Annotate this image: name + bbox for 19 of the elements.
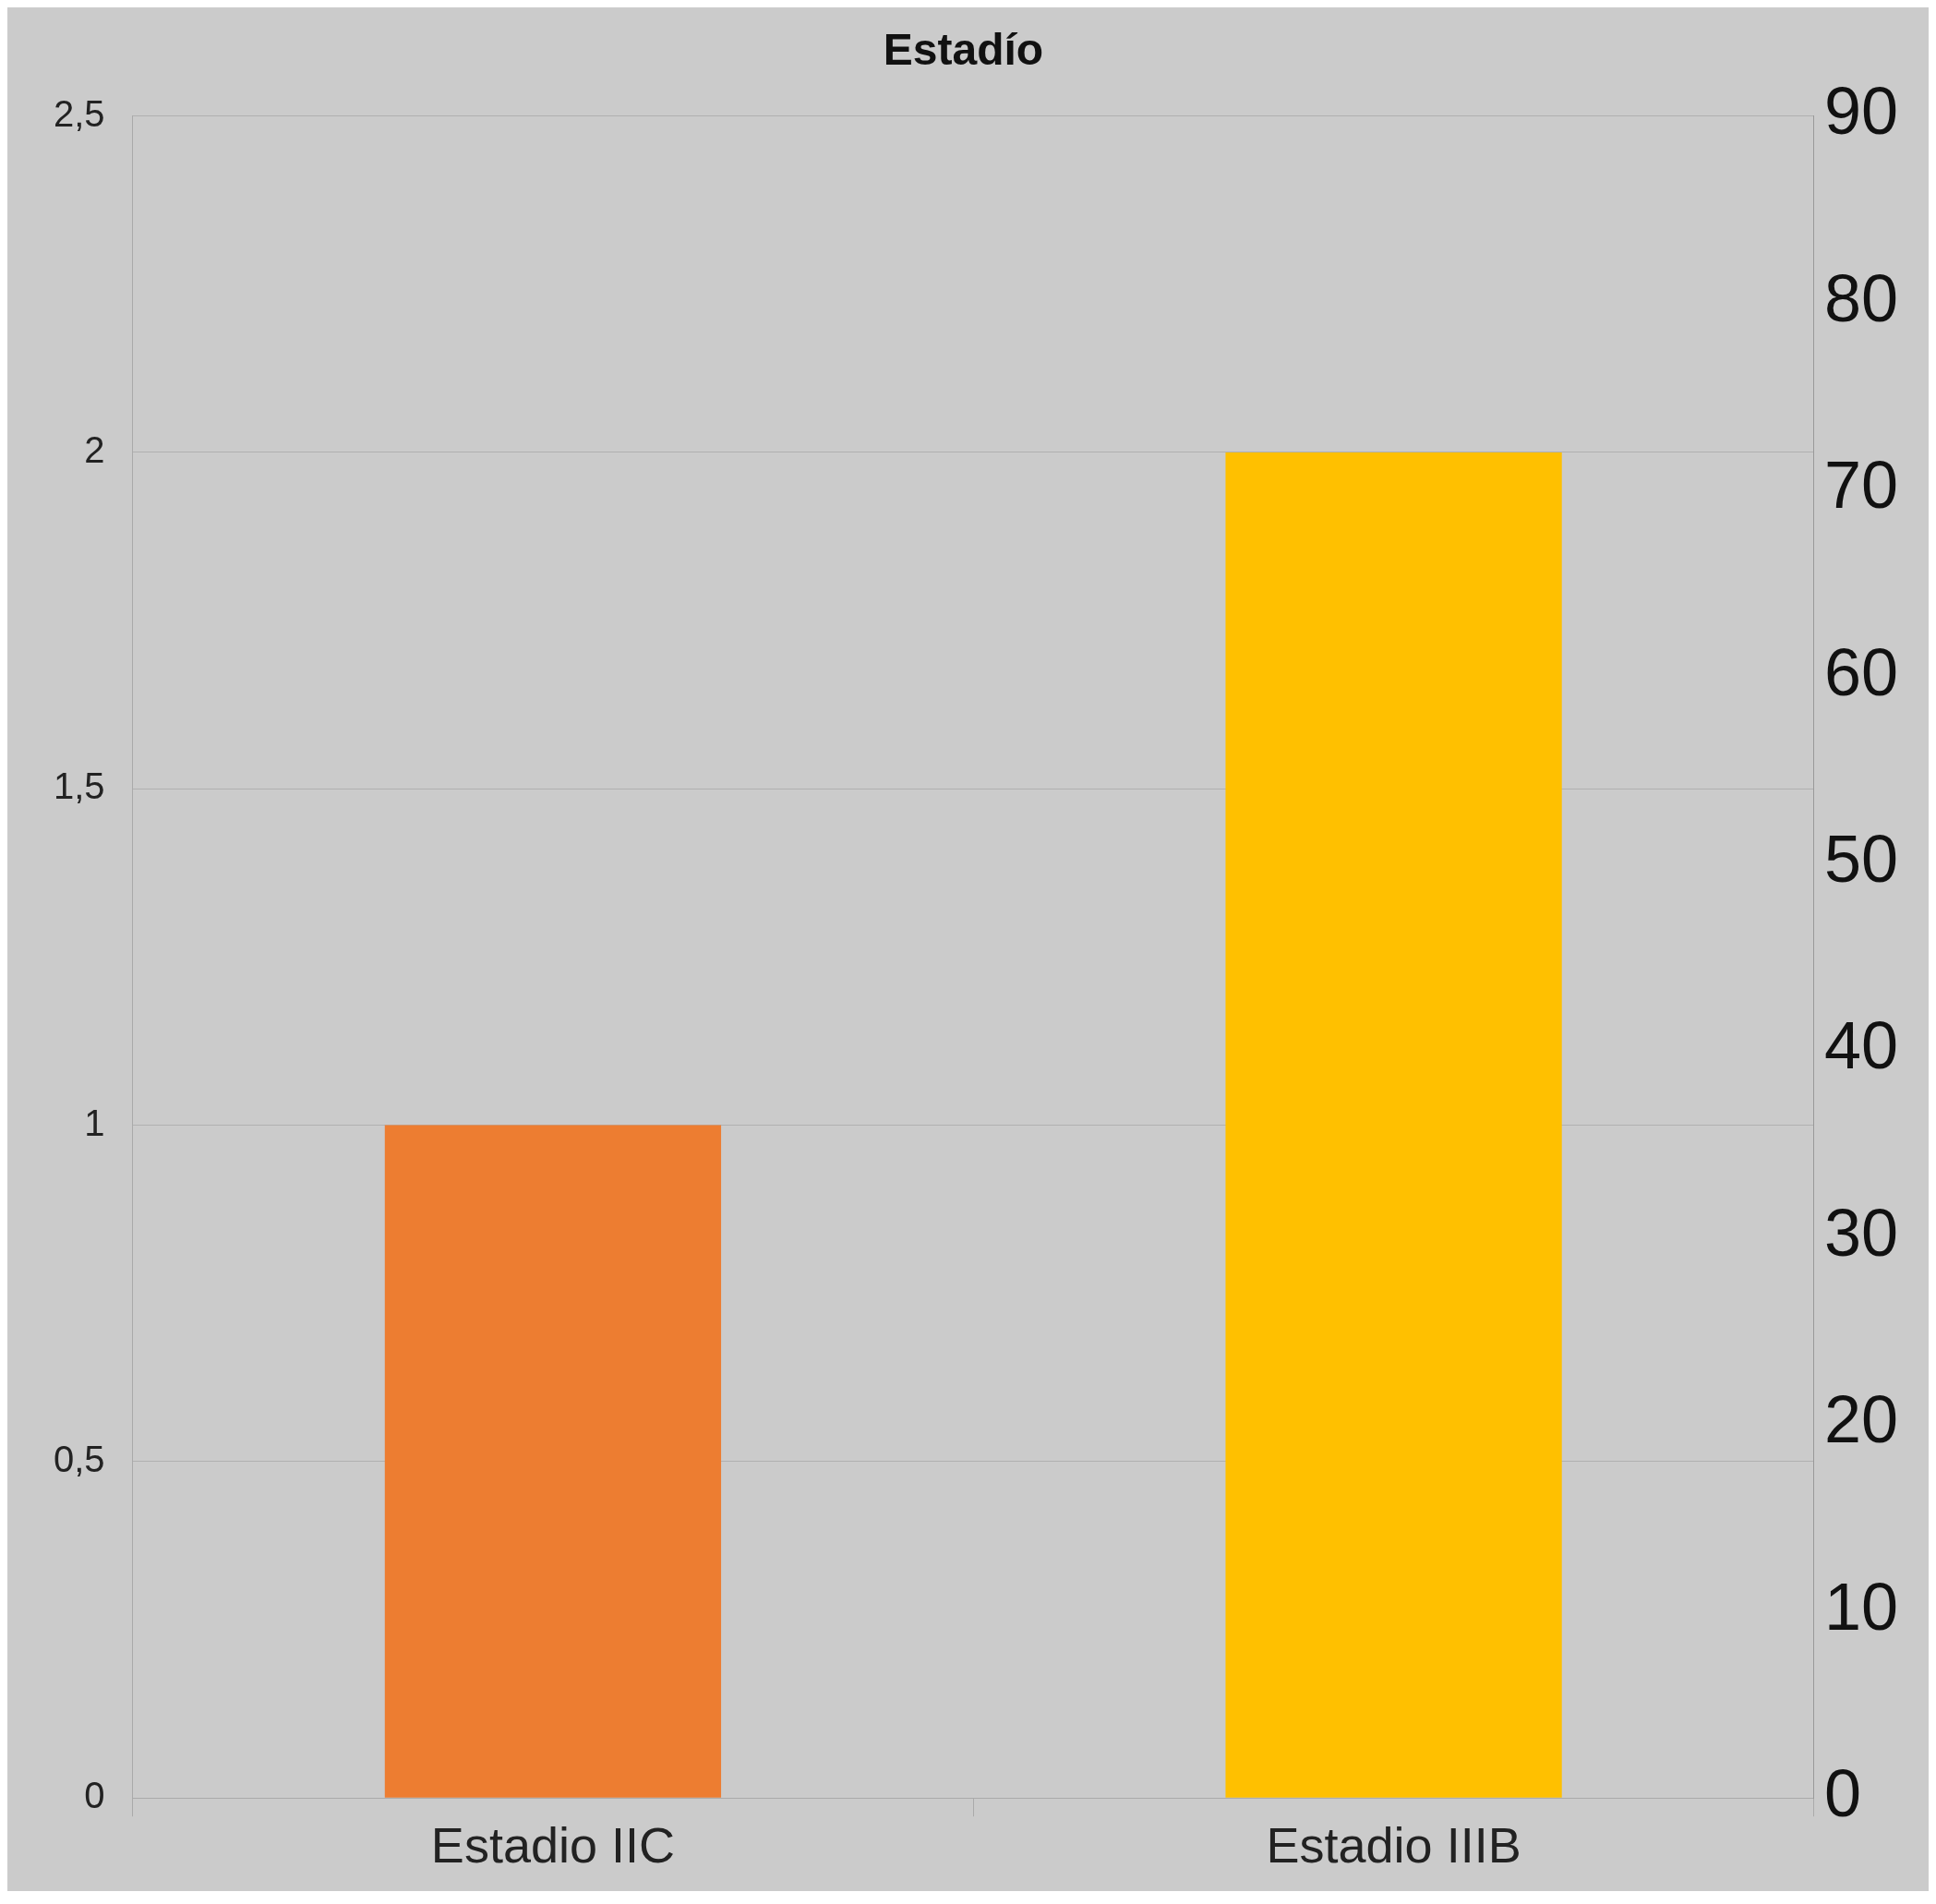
y2-tick-label: 30 bbox=[1823, 1195, 1899, 1270]
y2-tick-label: 80 bbox=[1823, 260, 1899, 335]
y2-tick-label: 20 bbox=[1823, 1382, 1899, 1457]
y-tick-label: 1 bbox=[84, 1102, 105, 1143]
chart-title: Estadío bbox=[883, 25, 1044, 75]
y-tick-label: 0,5 bbox=[54, 1438, 105, 1479]
y2-tick-label: 50 bbox=[1823, 822, 1899, 897]
y2-tick-label: 40 bbox=[1823, 1008, 1899, 1083]
x-tick-label: Estadio IIIB bbox=[1266, 1817, 1521, 1874]
y-tick-label: 2 bbox=[84, 428, 105, 470]
y-tick-label: 2,5 bbox=[54, 92, 105, 134]
y2-tick-label: 90 bbox=[1823, 74, 1899, 149]
y2-tick-label: 10 bbox=[1823, 1569, 1899, 1644]
y2-tick-label: 60 bbox=[1823, 634, 1899, 709]
y2-tick-label: 0 bbox=[1823, 1756, 1861, 1831]
y-tick-label: 1,5 bbox=[54, 765, 105, 807]
x-tick-label: Estadio IIC bbox=[430, 1817, 675, 1874]
y-tick-label: 0 bbox=[84, 1775, 105, 1816]
y2-tick-label: 70 bbox=[1823, 448, 1899, 523]
